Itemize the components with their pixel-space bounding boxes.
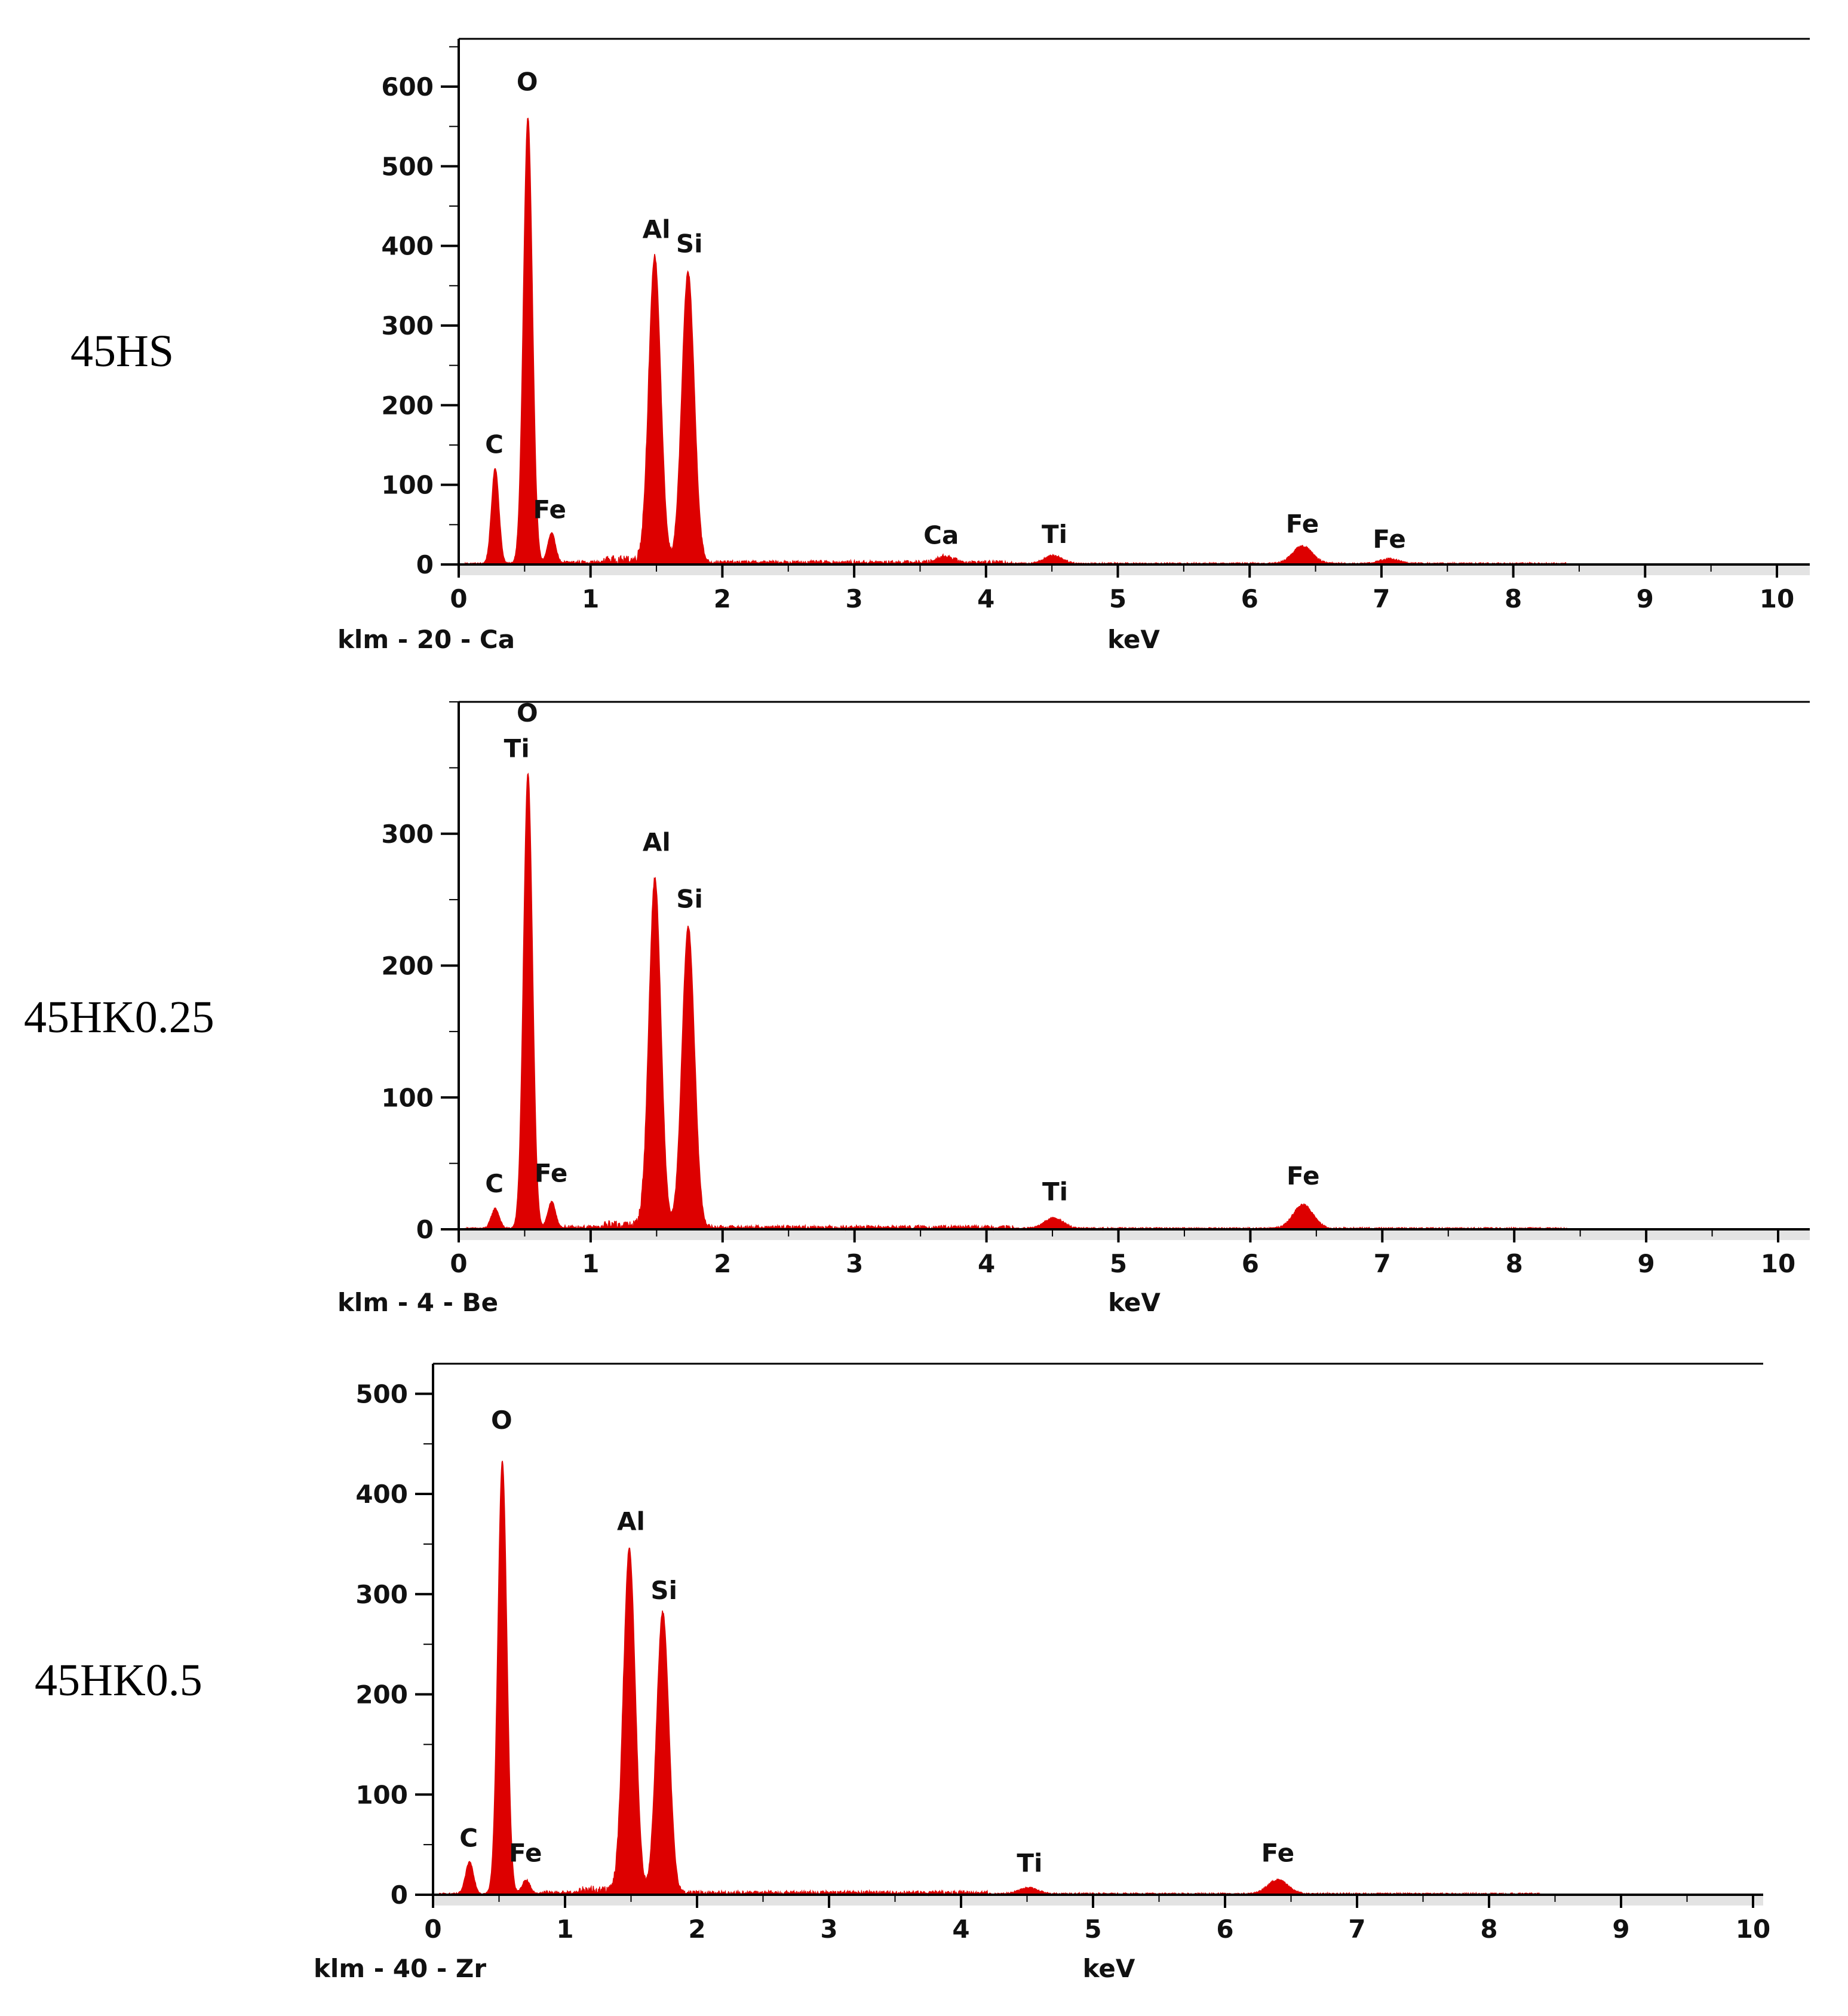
peak-label-c: C: [485, 429, 504, 459]
x-tick-label: 4: [952, 1914, 969, 1944]
baseline-band: [459, 564, 1810, 575]
x-tick-label: 8: [1505, 584, 1522, 613]
peak-label-ti: Ti: [1042, 520, 1067, 549]
baseline-band: [459, 1229, 1810, 1240]
x-tick-label: 0: [450, 1249, 467, 1278]
baseline-band: [433, 1895, 1763, 1905]
y-tick-label: 400: [381, 232, 434, 261]
y-tick-label: 300: [381, 820, 434, 849]
x-tick-label: 3: [845, 584, 862, 613]
x-tick-label: 3: [846, 1249, 863, 1278]
spectrum-corner-label: klm - 20 - Ca: [337, 625, 515, 654]
x-tick-label: 2: [714, 584, 731, 613]
x-tick-label: 6: [1242, 1249, 1259, 1278]
peak-label-ti: Ti: [504, 734, 530, 763]
y-tick-label: 200: [355, 1680, 408, 1710]
x-tick-label: 1: [556, 1914, 573, 1944]
peak-label-si: Si: [676, 229, 703, 258]
spectrum-area: [439, 1460, 1543, 1897]
sample-label-45hk025: 45HK0.25: [24, 992, 214, 1042]
x-tick-label: 9: [1612, 1914, 1629, 1944]
x-tick-label: 6: [1216, 1914, 1233, 1944]
x-tick-label: 7: [1348, 1914, 1365, 1944]
x-tick-label: 1: [582, 584, 599, 613]
spectrum-area: [465, 772, 1568, 1231]
peak-label-o: O: [517, 698, 538, 728]
peak-label-o: O: [491, 1406, 512, 1435]
peak-label-o: O: [517, 67, 538, 97]
peak-label-fe: Fe: [533, 495, 566, 524]
x-tick-label: 9: [1637, 584, 1654, 613]
x-tick-label: 10: [1761, 1249, 1795, 1278]
x-tick-label: 3: [820, 1914, 837, 1944]
peak-label-si: Si: [650, 1576, 677, 1605]
y-tick-label: 100: [381, 1083, 434, 1112]
x-tick-label: 0: [424, 1914, 441, 1944]
x-tick-label: 7: [1373, 584, 1390, 613]
x-tick-label: 2: [688, 1914, 705, 1944]
y-tick-label: 0: [391, 1880, 408, 1910]
x-tick-label: 4: [977, 584, 994, 613]
peak-label-al: Al: [617, 1506, 645, 1536]
spectrum-corner-label: klm - 4 - Be: [337, 1288, 498, 1317]
peak-label-fe: Fe: [509, 1839, 542, 1868]
x-tick-label: 8: [1506, 1249, 1523, 1278]
x-axis-label: keV: [1107, 625, 1160, 654]
peak-label-ti: Ti: [1017, 1848, 1042, 1877]
x-tick-label: 10: [1736, 1914, 1770, 1944]
spectrum-panel-2: 0 100 200 300 0 1 2 3 4 5 6 7 8 9 10 keV klm - 4 - Be O Ti…: [337, 698, 1810, 1317]
y-tick-label: 200: [381, 952, 434, 981]
y-tick-label: 300: [355, 1580, 408, 1609]
peak-label-al: Al: [643, 827, 671, 857]
x-tick-label: 0: [450, 584, 467, 613]
x-tick-label: 6: [1241, 584, 1258, 613]
y-tick-label: 300: [381, 311, 434, 340]
y-tick-label: 400: [355, 1480, 408, 1509]
y-tick-label: 200: [381, 391, 434, 420]
peak-label-ti: Ti: [1042, 1177, 1068, 1206]
y-tick-label: 0: [416, 550, 434, 579]
spectrum-area: [465, 118, 1567, 566]
x-tick-label: 5: [1084, 1914, 1101, 1944]
sample-label-45hk05: 45HK0.5: [35, 1655, 202, 1705]
x-tick-label: 9: [1637, 1249, 1654, 1278]
x-axis-label: keV: [1108, 1288, 1161, 1317]
x-tick-label: 8: [1480, 1914, 1497, 1944]
x-tick-label: 4: [978, 1249, 995, 1278]
peak-label-c: C: [485, 1169, 504, 1198]
x-tick-label: 5: [1109, 584, 1126, 613]
x-tick-label: 5: [1110, 1249, 1127, 1278]
y-tick-label: 600: [381, 72, 434, 102]
x-axis-label: keV: [1083, 1954, 1135, 1983]
peak-label-fe: Fe: [535, 1159, 567, 1188]
y-tick-label: 500: [381, 152, 434, 181]
y-tick-label: 100: [381, 471, 434, 500]
spectrum-panel-3: 0 100 200 300 400 500 0 1 2 3 4 5 6 7 8 9 10 keV klm - 40 …: [314, 1363, 1770, 1983]
peak-label-fe: Fe: [1287, 1161, 1319, 1190]
sample-label-45hs: 45HS: [70, 326, 174, 376]
peak-label-si: Si: [676, 884, 703, 913]
y-tick-label: 0: [416, 1215, 434, 1244]
y-tick-label: 500: [355, 1379, 408, 1409]
spectrum-panel-1: 0 100 200 300 400 500 600 0 1 2 3 4 5 6 7 8 9 10 keV klm - …: [337, 38, 1810, 654]
spectrum-corner-label: klm - 40 - Zr: [314, 1954, 486, 1983]
y-tick-label: 100: [355, 1780, 408, 1809]
x-tick-label: 7: [1374, 1249, 1391, 1278]
x-tick-label: 10: [1760, 584, 1794, 613]
peak-label-fe: Fe: [1261, 1839, 1294, 1868]
x-tick-label: 1: [582, 1249, 599, 1278]
x-tick-label: 2: [714, 1249, 731, 1278]
peak-label-c: C: [459, 1823, 478, 1852]
peak-label-fe: Fe: [1286, 510, 1319, 539]
peak-label-al: Al: [643, 214, 671, 244]
peak-label-ca: Ca: [923, 520, 959, 550]
peak-label-fe: Fe: [1373, 524, 1405, 554]
